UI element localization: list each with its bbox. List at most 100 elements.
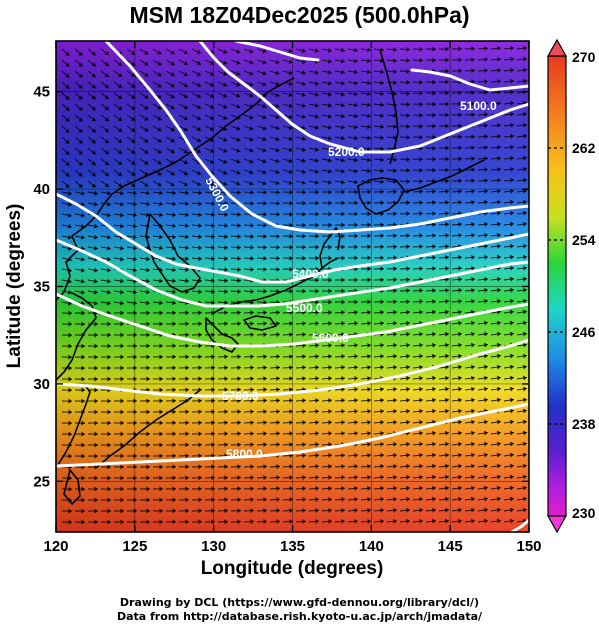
wind-arrow: [334, 288, 346, 294]
wind-arrow: [126, 475, 138, 481]
wind-arrow: [451, 331, 462, 337]
wind-arrow: [178, 103, 189, 110]
wind-arrow: [451, 68, 463, 74]
wind-arrow: [295, 354, 307, 359]
wind-arrow: [347, 430, 358, 436]
wind-arrow: [74, 508, 86, 514]
wind-arrow: [243, 486, 255, 492]
wind-arrow: [217, 442, 229, 448]
wind-arrow: [360, 353, 371, 359]
wind-arrow: [425, 342, 436, 348]
wind-arrow: [321, 91, 332, 97]
wind-arrow: [230, 256, 242, 261]
wind-arrow: [217, 486, 229, 492]
wind-arrow: [243, 464, 255, 470]
wind-arrow: [113, 431, 125, 437]
wind-arrow: [451, 46, 463, 52]
wind-arrow: [399, 233, 411, 239]
wind-arrow: [217, 332, 229, 338]
wind-arrow: [100, 190, 111, 196]
wind-arrow: [100, 125, 110, 133]
wind-arrow: [425, 485, 436, 491]
wind-arrow: [464, 287, 475, 293]
wind-arrow: [477, 145, 489, 151]
wind-arrow: [425, 507, 436, 513]
wind-arrow: [334, 496, 346, 502]
wind-arrow: [282, 497, 294, 503]
wind-arrow: [386, 386, 397, 392]
wind-arrow: [516, 221, 527, 227]
wind-arrow: [178, 497, 190, 503]
wind-arrow: [321, 146, 332, 152]
wind-arrow: [243, 200, 255, 206]
wind-arrow: [100, 267, 111, 273]
wind-arrow: [269, 211, 281, 217]
wind-arrow: [399, 485, 410, 491]
wind-arrow: [126, 420, 138, 426]
wind-arrow: [477, 342, 488, 348]
wind-arrow: [516, 56, 527, 62]
wind-arrow: [191, 365, 203, 371]
wind-arrow: [503, 331, 514, 337]
wind-arrow: [308, 431, 320, 436]
wind-arrow: [503, 430, 514, 436]
wind-arrow: [139, 376, 151, 382]
wind-arrow: [503, 45, 514, 51]
wind-arrow: [152, 180, 162, 187]
coastline-asia-mainland: [56, 77, 295, 301]
wind-arrow: [191, 409, 203, 415]
wind-arrow: [516, 122, 527, 128]
wind-arrow: [373, 102, 384, 108]
wind-arrow: [360, 80, 371, 86]
wind-arrow: [334, 124, 345, 130]
wind-arrow: [61, 81, 70, 90]
wind-arrow: [243, 189, 255, 195]
wind-arrow: [269, 189, 281, 195]
wind-arrow: [321, 233, 333, 239]
wind-arrow: [113, 158, 123, 166]
wind-arrow: [165, 223, 176, 229]
wind-arrow: [152, 59, 162, 66]
wind-arrow: [438, 364, 449, 370]
wind-arrow: [269, 332, 281, 338]
wind-arrow: [490, 68, 502, 73]
wind-arrow: [282, 189, 294, 195]
wind-arrow: [464, 441, 475, 447]
wind-arrow: [477, 90, 489, 96]
wind-arrow: [503, 375, 514, 381]
wind-arrow: [412, 211, 424, 217]
wind-arrow: [503, 243, 514, 249]
wind-arrow: [204, 354, 216, 360]
wind-arrow: [61, 92, 70, 101]
wind-arrow: [347, 386, 358, 392]
wind-arrow: [399, 123, 411, 129]
wind-arrow: [425, 288, 437, 293]
wind-arrow: [100, 114, 110, 122]
wind-arrow: [308, 310, 320, 315]
wind-arrow: [451, 441, 462, 447]
wind-arrow: [178, 519, 190, 525]
wind-arrow: [321, 486, 333, 491]
wind-arrow: [256, 211, 268, 217]
wind-arrow: [321, 321, 333, 326]
wind-arrow: [425, 386, 436, 392]
wind-arrow: [503, 199, 514, 205]
wind-arrow: [516, 144, 527, 150]
wind-arrow: [347, 189, 359, 195]
wind-arrow: [100, 398, 112, 404]
wind-arrow: [269, 244, 281, 250]
wind-arrow: [191, 147, 202, 154]
wind-arrow: [360, 47, 371, 53]
wind-arrow: [61, 431, 73, 437]
wind-arrow: [126, 519, 138, 525]
coastline-shikoku: [243, 315, 277, 331]
wind-arrow: [139, 136, 149, 143]
wind-arrow: [126, 464, 138, 470]
wind-arrow: [217, 234, 229, 239]
wind-arrow: [165, 70, 175, 77]
wind-arrow: [399, 288, 411, 294]
wind-arrow: [464, 178, 476, 184]
wind-arrow: [464, 474, 475, 480]
